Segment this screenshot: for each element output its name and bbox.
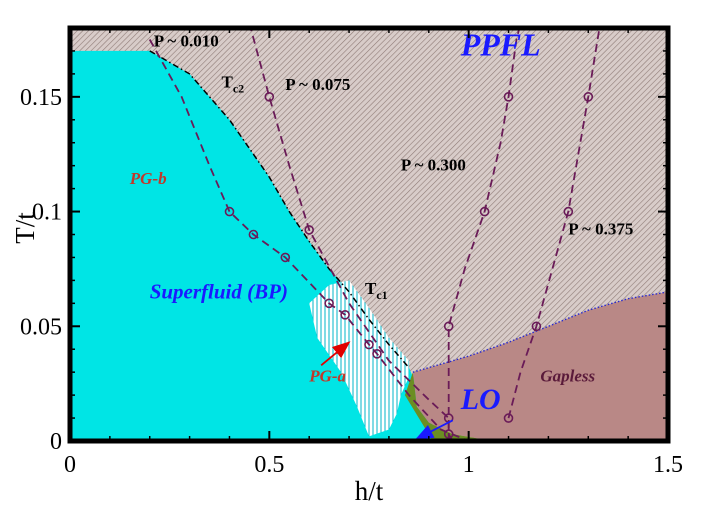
phase-line-gapless-boundary [412, 291, 668, 373]
series-point-p-0-010 [280, 252, 291, 263]
annotation-pga: PG-a [308, 366, 346, 385]
label-tc1: Tc1 [365, 279, 388, 302]
annotations: PPFL P ~ 0.010 P ~ 0.075 P ~ 0.300 P ~ 0.375… [129, 27, 633, 440]
series-point-p-0-010 [372, 348, 382, 359]
annotation-p300: P ~ 0.300 [401, 155, 466, 174]
series-point-p-0-300 [443, 321, 454, 332]
series-point-p-0-010 [324, 298, 334, 309]
series-point-p-0-300 [503, 92, 514, 102]
series-point-p-0-075 [304, 225, 315, 235]
region-lo [404, 372, 493, 441]
annotation-sf: Superfluid (BP) [150, 280, 288, 304]
series-line-p-0-300 [447, 28, 521, 441]
series-point-p-0-010 [248, 229, 259, 240]
phase-line-tc2 [149, 50, 410, 369]
series-point-p-0-075 [264, 92, 275, 102]
series-point-p-0-010 [224, 206, 235, 217]
x-tick-label: 0 [64, 452, 76, 478]
series-point-p-0-375 [583, 92, 594, 102]
y-tick-label: 0.15 [20, 85, 62, 111]
series-point-p-0-300 [479, 206, 490, 217]
y-tick-label: 0.1 [32, 200, 62, 226]
series-line-p-0-375 [507, 28, 601, 419]
annotation-ppfl: PPFL [460, 27, 541, 63]
annotation-lo: LO [460, 383, 501, 416]
series-point-p-0-375 [503, 413, 514, 423]
annotation-p010: P ~ 0.010 [154, 31, 219, 50]
series-point-p-0-375 [531, 321, 542, 332]
x-tick-label: 1.5 [653, 452, 683, 478]
y-tick-label: 0 [50, 429, 62, 455]
x-tick-label: 1 [463, 452, 475, 478]
region-gapless [412, 291, 668, 441]
series-point-p-0-010 [364, 339, 374, 350]
annotation-arrow [320, 341, 351, 366]
y-tick-label: 0.05 [20, 314, 62, 340]
y-axis-title: T/t [10, 212, 40, 244]
annotation-p075: P ~ 0.075 [285, 75, 350, 94]
annotation-gapless: Gapless [540, 366, 595, 385]
annotation-pgb: PG-b [129, 169, 167, 188]
annotation-p375: P ~ 0.375 [568, 220, 633, 239]
label-tc2: Tc2 [222, 73, 245, 96]
phase-lines [149, 50, 668, 373]
series-line-p-0-010 [148, 39, 470, 441]
region-pg-a [309, 280, 409, 437]
series-point-p-0-010 [340, 309, 350, 320]
x-tick-label: 0.5 [254, 452, 284, 478]
x-axis-title: h/t [355, 476, 384, 506]
axis-ticks: 0 0.5 1 1.5 0 0.05 0.1 0.15 [20, 28, 683, 478]
series-point-p-0-375 [563, 206, 574, 217]
annotation-arrow [415, 419, 454, 440]
